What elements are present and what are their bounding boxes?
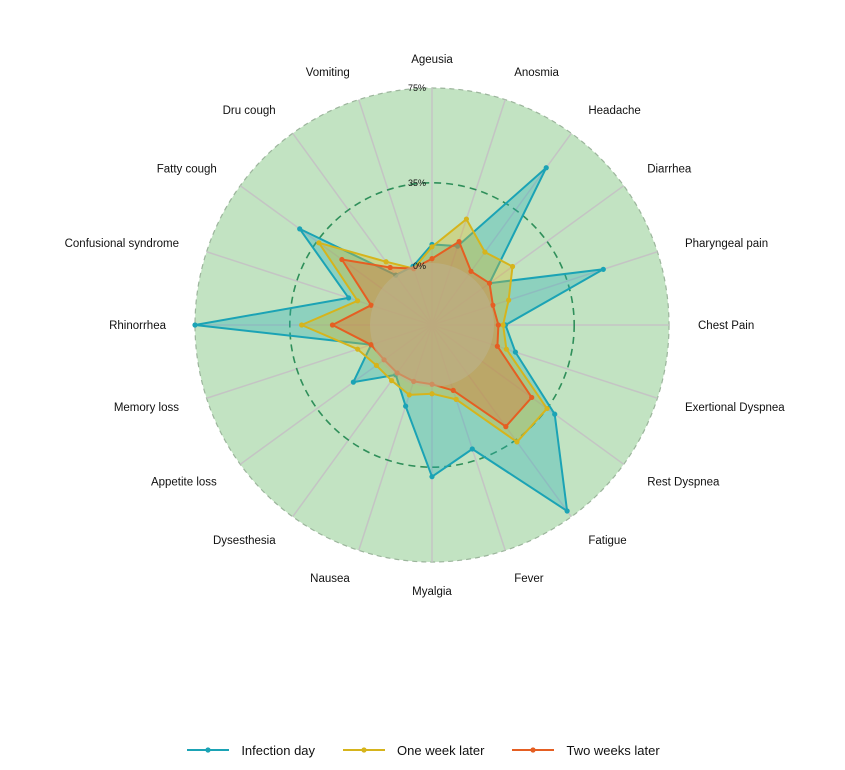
radar-plot: 0% 35% 75% Ageusia Anosmia Headache Diarrhea Ph… — [65, 54, 786, 598]
data-point-two-weeks-later — [529, 394, 535, 401]
data-point-two-weeks-later — [486, 280, 493, 286]
legend-item-one-week-later: One week later — [341, 743, 484, 758]
data-point-infection-day — [543, 165, 549, 171]
data-point-two-weeks-later — [368, 302, 374, 308]
data-point-infection-day — [564, 508, 570, 514]
category-label: Chest Pain — [698, 320, 754, 332]
data-point-one-week-later — [383, 259, 389, 265]
data-point-one-week-later — [373, 362, 379, 368]
data-point-infection-day — [600, 266, 606, 272]
data-point-infection-day — [429, 474, 435, 480]
legend-label-two-weeks-later: Two weeks later — [566, 742, 660, 758]
data-point-one-week-later — [406, 392, 412, 398]
data-point-one-week-later — [453, 396, 459, 402]
radar-chart: 0% 35% 75% Ageusia Anosmia Headache Diarrhea Ph… — [65, 54, 786, 598]
data-point-one-week-later — [514, 439, 520, 445]
legend-item-two-weeks-later: Two weeks later — [510, 742, 660, 758]
category-label: Fever — [514, 573, 544, 585]
data-point-one-week-later — [500, 322, 506, 328]
category-label: Fatty cough — [157, 164, 217, 176]
data-point-two-weeks-later — [456, 239, 462, 245]
data-point-one-week-later — [544, 405, 550, 412]
data-point-two-weeks-later — [339, 256, 345, 263]
data-point-two-weeks-later — [387, 264, 393, 271]
grid-ring-35 — [288, 182, 575, 468]
data-point-one-week-later — [389, 378, 395, 384]
data-point-one-week-later — [429, 391, 435, 397]
data-point-infection-day — [192, 322, 198, 328]
category-label: Memory loss — [114, 402, 179, 414]
data-point-two-weeks-later — [368, 342, 374, 348]
data-point-one-week-later — [463, 216, 470, 222]
data-point-infection-day — [552, 411, 558, 417]
category-label: Nausea — [310, 573, 350, 585]
center-disk — [370, 263, 494, 387]
category-label: Anosmia — [514, 67, 559, 79]
category-label: Pharyngeal pain — [685, 238, 768, 250]
legend-swatch-infection-day — [187, 747, 230, 753]
category-label: Ageusia — [411, 54, 453, 66]
category-label: Vomiting — [306, 67, 350, 79]
chart-legend: Infection day One week later Two weeks l… — [0, 735, 845, 765]
category-label: Myalgia — [412, 586, 452, 598]
data-point-one-week-later — [429, 244, 435, 250]
data-point-two-weeks-later — [495, 322, 501, 328]
category-label: Appetite loss — [151, 476, 217, 488]
data-point-one-week-later — [506, 297, 512, 303]
data-point-one-week-later — [482, 249, 488, 255]
data-point-two-weeks-later — [450, 387, 456, 393]
legend-item-infection-day: Infection day — [185, 743, 315, 758]
legend-swatch-one-week-later — [343, 747, 386, 753]
data-point-infection-day — [469, 446, 475, 452]
data-point-infection-day — [346, 295, 352, 301]
data-point-one-week-later — [355, 298, 361, 304]
data-point-two-weeks-later — [494, 343, 500, 349]
radial-tick-label: 0% — [413, 261, 426, 271]
data-point-one-week-later — [509, 263, 516, 270]
data-point-infection-day — [403, 403, 409, 409]
legend-label-one-week-later: One week later — [397, 742, 485, 758]
data-point-one-week-later — [503, 346, 509, 352]
legend-swatch-two-weeks-later — [512, 747, 555, 753]
data-point-one-week-later — [299, 322, 305, 328]
category-label: Confusional syndrome — [65, 238, 179, 250]
data-point-infection-day — [512, 349, 518, 355]
category-label: Dru cough — [223, 105, 276, 117]
data-point-two-weeks-later — [503, 424, 509, 430]
data-point-two-weeks-later — [329, 322, 336, 328]
radial-tick-label: 75% — [408, 83, 426, 93]
category-label: Exertional Dyspnea — [685, 402, 785, 414]
category-label: Fatigue — [588, 535, 626, 547]
category-label: Dysesthesia — [213, 535, 276, 547]
radial-tick-label: 35% — [408, 178, 426, 188]
category-label: Rest Dyspnea — [647, 476, 720, 488]
data-point-infection-day — [455, 243, 461, 249]
data-point-infection-day — [297, 226, 303, 232]
radar-svg: 0% 35% 75% Ageusia Anosmia Headache Diarrhea Ph… — [65, 54, 786, 598]
data-point-two-weeks-later — [429, 256, 435, 262]
data-point-one-week-later — [316, 240, 322, 246]
legend-label-infection-day: Infection day — [241, 742, 316, 758]
category-label: Rhinorrhea — [109, 320, 166, 332]
data-point-one-week-later — [355, 346, 361, 352]
data-point-infection-day — [350, 379, 356, 385]
data-point-two-weeks-later — [490, 302, 496, 308]
data-point-two-weeks-later — [468, 268, 474, 274]
category-label: Diarrhea — [647, 164, 692, 176]
category-label: Headache — [588, 105, 640, 117]
